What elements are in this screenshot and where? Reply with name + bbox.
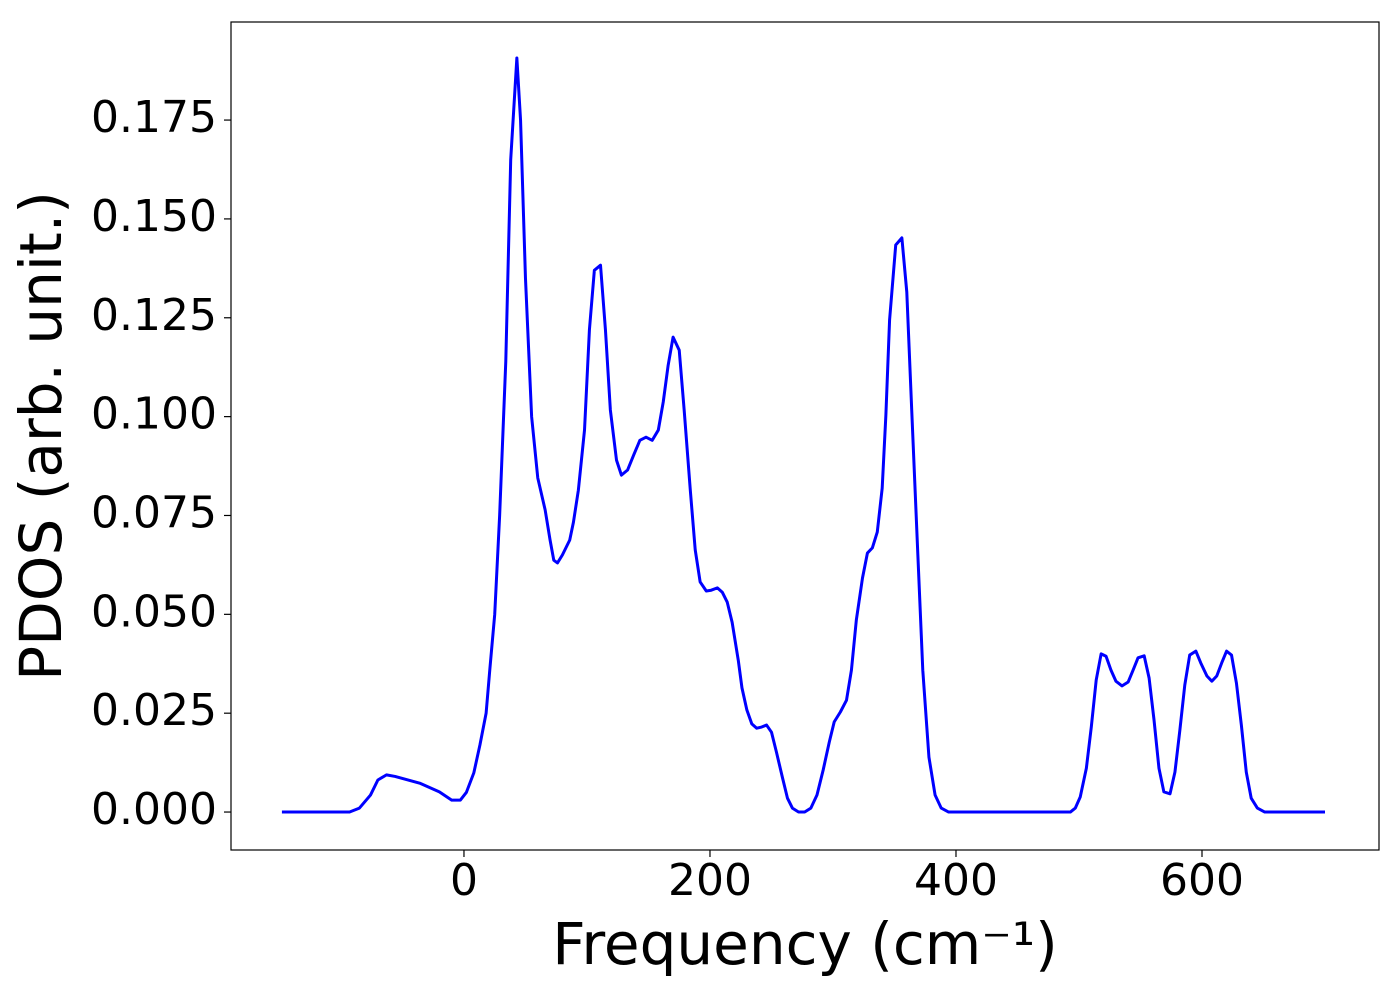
y-tick-label: 0.050 [91, 586, 217, 637]
x-tick-label: 200 [668, 855, 752, 906]
y-tick-label: 0.075 [91, 487, 217, 538]
y-tick-label: 0.000 [91, 784, 217, 835]
x-tick-label: 400 [914, 855, 998, 906]
x-tick-label: 0 [450, 855, 478, 906]
data-line [281, 56, 1325, 814]
y-axis-label: PDOS (arb. unit.) [7, 191, 75, 681]
x-axis-label: Frequency (cm⁻¹) [552, 910, 1058, 978]
y-tick-label: 0.125 [91, 290, 217, 341]
y-tick-label: 0.025 [91, 685, 217, 736]
y-tick-label: 0.150 [91, 191, 217, 242]
plot-frame [230, 21, 1380, 851]
x-tick-label: 600 [1160, 855, 1244, 906]
y-tick-label: 0.175 [91, 92, 217, 143]
y-tick-label: 0.100 [91, 389, 217, 440]
